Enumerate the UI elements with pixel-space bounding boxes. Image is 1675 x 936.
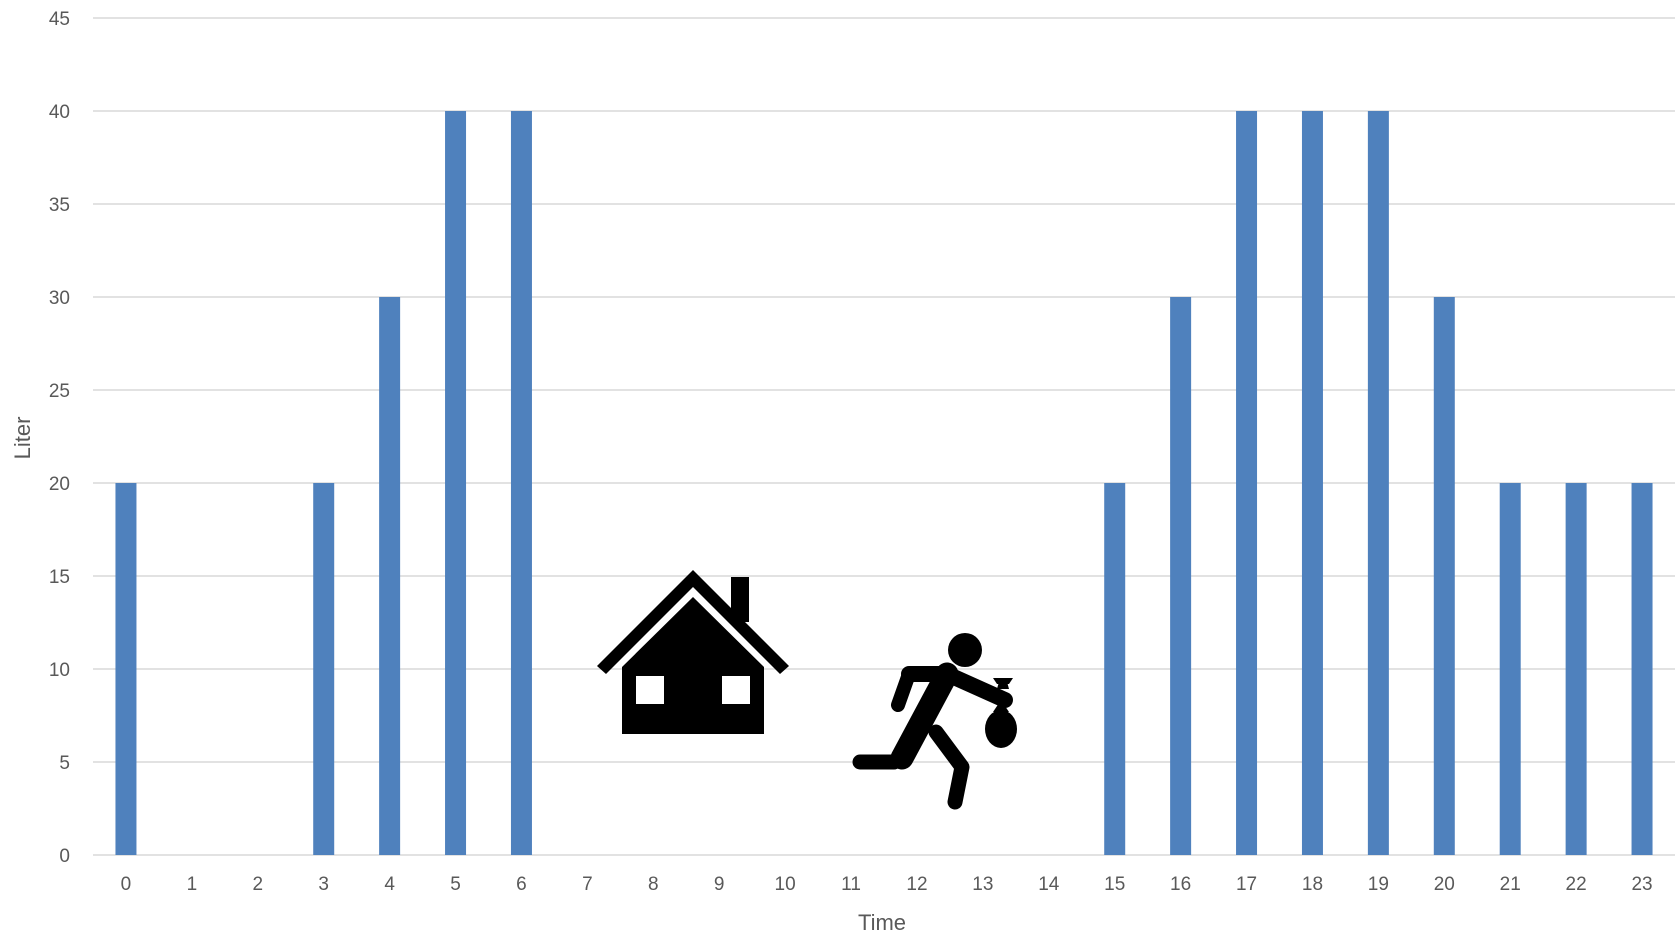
x-tick-label: 16 <box>1170 874 1191 895</box>
x-tick-labels: 0 1 2 3 4 5 6 7 8 9 10 11 12 13 14 15 16 17 18 19 20 21 22 23 <box>121 874 1653 895</box>
y-tick-label: 35 <box>49 195 70 216</box>
x-tick-label: 13 <box>972 874 993 895</box>
bar-4 <box>379 297 401 855</box>
y-tick-label: 25 <box>49 381 70 402</box>
bar-22 <box>1565 483 1587 855</box>
x-tick-label: 4 <box>384 874 395 895</box>
bar-6 <box>510 111 532 855</box>
bar-21 <box>1499 483 1521 855</box>
x-tick-label: 1 <box>187 874 198 895</box>
y-tick-label: 10 <box>49 660 70 681</box>
gridlines <box>93 17 1675 856</box>
x-tick-label: 6 <box>516 874 527 895</box>
y-axis-title: Liter <box>10 417 35 460</box>
thief-running-icon <box>852 633 1017 810</box>
x-tick-label: 0 <box>121 874 132 895</box>
x-tick-label: 9 <box>714 874 725 895</box>
bar-23 <box>1631 483 1653 855</box>
x-tick-label: 7 <box>582 874 593 895</box>
y-tick-label: 30 <box>49 288 70 309</box>
y-tick-label: 40 <box>49 102 70 123</box>
house-icon <box>597 570 789 734</box>
y-tick-label: 45 <box>49 9 70 30</box>
y-tick-label: 0 <box>59 846 70 867</box>
x-tick-label: 10 <box>775 874 796 895</box>
x-tick-label: 17 <box>1236 874 1257 895</box>
x-tick-label: 12 <box>906 874 927 895</box>
x-tick-label: 3 <box>318 874 329 895</box>
x-tick-label: 20 <box>1434 874 1455 895</box>
x-axis-title: Time <box>858 910 906 935</box>
y-tick-label: 15 <box>49 567 70 588</box>
x-tick-label: 22 <box>1566 874 1587 895</box>
bar-5 <box>445 111 467 855</box>
x-tick-label: 2 <box>253 874 264 895</box>
x-tick-label: 19 <box>1368 874 1389 895</box>
bar-19 <box>1367 111 1389 855</box>
x-tick-label: 8 <box>648 874 659 895</box>
y-tick-labels: 0 5 10 15 20 25 30 35 40 45 <box>49 9 70 867</box>
y-tick-label: 20 <box>49 474 70 495</box>
bar-18 <box>1301 111 1323 855</box>
bar-20 <box>1433 297 1455 855</box>
x-tick-label: 11 <box>841 874 861 895</box>
bars <box>115 111 1653 855</box>
bar-0 <box>115 483 137 855</box>
bar-16 <box>1170 297 1192 855</box>
x-tick-label: 23 <box>1631 874 1652 895</box>
bar-17 <box>1236 111 1258 855</box>
bar-3 <box>313 483 335 855</box>
x-tick-label: 14 <box>1038 874 1060 895</box>
x-tick-label: 5 <box>450 874 461 895</box>
x-tick-label: 21 <box>1500 874 1521 895</box>
x-tick-label: 18 <box>1302 874 1323 895</box>
x-tick-label: 15 <box>1104 874 1125 895</box>
y-tick-label: 5 <box>59 753 70 774</box>
bar-15 <box>1104 483 1126 855</box>
